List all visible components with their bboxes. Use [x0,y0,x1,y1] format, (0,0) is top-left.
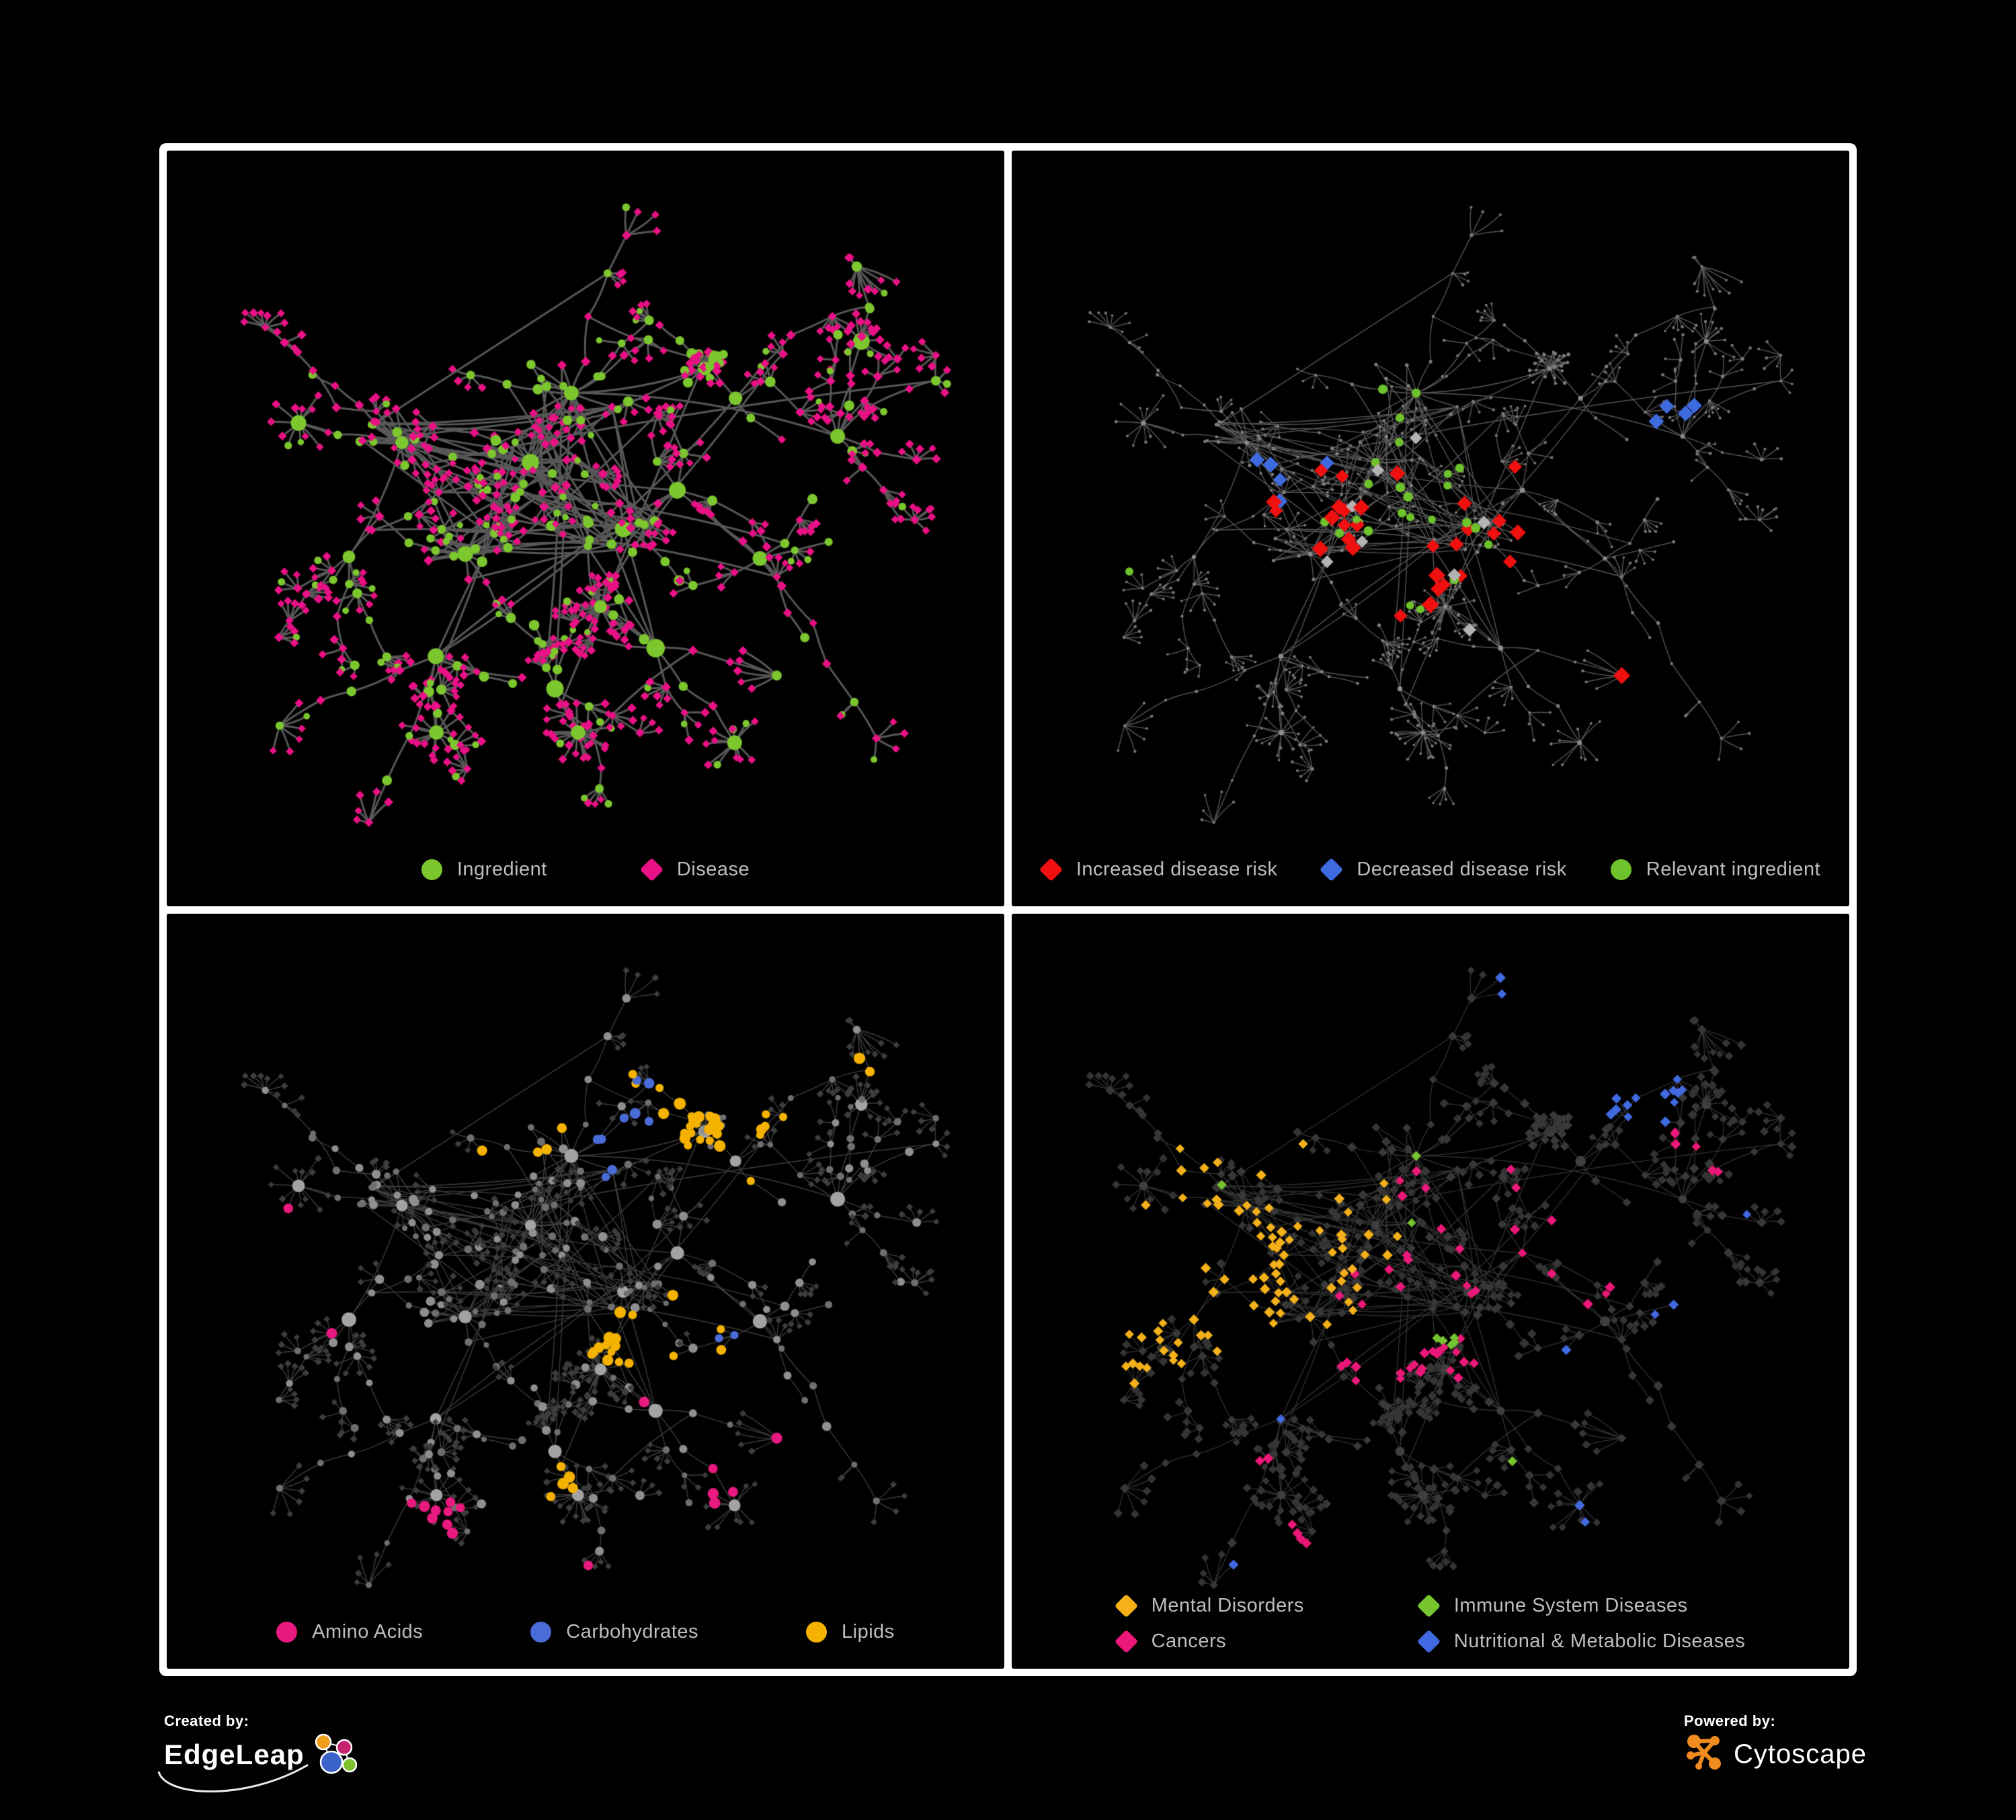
cytoscape-wordmark: Cytoscape [1734,1739,1867,1769]
cytoscape-branding: Powered by: Cytoscape [1684,1712,1867,1776]
legend-nutrient-classes: Amino Acids Carbohydrates Lipids [167,1621,1004,1643]
legend-item-carbohydrates: Carbohydrates [530,1621,698,1643]
legend-disease-classes: Mental Disorders Immune System Diseases … [1012,1593,1849,1654]
legend-item-decreased-risk: Decreased disease risk [1320,857,1567,881]
increased-risk-marker-icon [1039,857,1063,881]
legend-disease-risk: Increased disease risk Decreased disease… [1012,857,1849,881]
panel-disease-classes: Mental Disorders Immune System Diseases … [1012,913,1849,1669]
legend-label-nutritional-metabolic: Nutritional & Metabolic Diseases [1453,1630,1746,1652]
legend-item-increased-risk: Increased disease risk [1039,857,1278,881]
disease-marker-icon [639,857,664,881]
amino-acids-marker-icon [276,1622,298,1643]
cytoscape-network-icon [1687,1735,1721,1770]
carbohydrates-marker-icon [530,1622,552,1643]
mental-disorders-marker-icon [1114,1593,1138,1618]
cancers-marker-icon [1114,1629,1138,1654]
edgeleap-network-icon [315,1733,357,1774]
legend-ingredient-disease: Ingredient Disease [167,857,1004,881]
legend-item-mental-disorders: Mental Disorders [1114,1593,1304,1618]
lipids-marker-icon [806,1622,827,1643]
legend-item-disease: Disease [639,857,750,881]
legend-label-amino-acids: Amino Acids [312,1621,424,1643]
legend-item-nutritional-metabolic: Nutritional & Metabolic Diseases [1416,1629,1746,1654]
decreased-risk-marker-icon [1320,857,1344,881]
disease-class-network-canvas [1012,913,1849,1669]
panel-nutrient-classes: Amino Acids Carbohydrates Lipids [167,913,1004,1669]
relevant-ingredient-marker-icon [1610,859,1631,880]
legend-item-cancers: Cancers [1114,1629,1304,1654]
powered-by-label: Powered by: [1684,1712,1776,1729]
legend-item-ingredient: Ingredient [421,859,547,881]
nutrient-class-network-canvas [167,913,1004,1669]
legend-label-disease: Disease [676,858,750,880]
created-by-label: Created by: [164,1712,249,1729]
legend-label-relevant-ingredient: Relevant ingredient [1646,858,1821,880]
disease-risk-network-canvas [1012,151,1849,906]
legend-label-immune-system: Immune System Diseases [1453,1595,1688,1616]
immune-system-marker-icon [1416,1593,1441,1618]
ingredient-disease-network-canvas [167,151,1004,906]
edgeleap-branding: Created by: EdgeLeap [157,1712,364,1792]
legend-item-relevant-ingredient: Relevant ingredient [1610,858,1821,881]
legend-label-mental-disorders: Mental Disorders [1151,1595,1304,1616]
legend-label-decreased-risk: Decreased disease risk [1357,858,1567,880]
legend-label-cancers: Cancers [1151,1630,1227,1652]
panel-ingredient-disease: Ingredient Disease [167,151,1004,906]
legend-label-lipids: Lipids [842,1621,895,1643]
nutritional-metabolic-marker-icon [1416,1629,1441,1654]
edgeleap-wordmark: EdgeLeap [164,1739,305,1770]
legend-item-lipids: Lipids [806,1621,895,1643]
panel-disease-risk: Increased disease risk Decreased disease… [1012,151,1849,906]
legend-item-immune-system: Immune System Diseases [1416,1593,1745,1618]
ingredient-marker-icon [421,859,442,880]
cytoscape-logo: Cytoscape [1684,1733,1867,1776]
legend-label-ingredient: Ingredient [456,858,547,880]
legend-label-carbohydrates: Carbohydrates [566,1621,698,1643]
legend-item-amino-acids: Amino Acids [276,1621,423,1643]
legend-label-increased-risk: Increased disease risk [1076,858,1278,880]
edgeleap-logo: EdgeLeap [157,1733,364,1792]
four-panel-board: Ingredient Disease Increased disease ris… [159,143,1857,1676]
